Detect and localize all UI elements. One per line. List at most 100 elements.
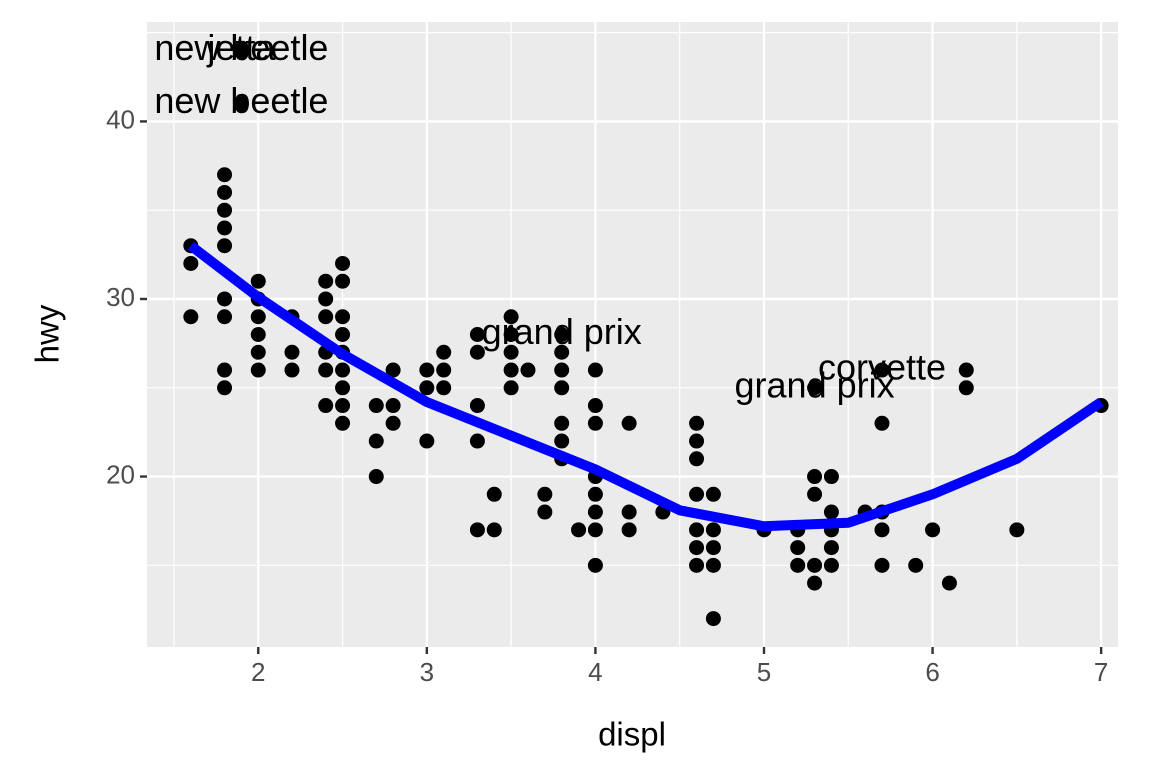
y-tick-label: 20 <box>106 459 135 489</box>
point <box>925 522 941 538</box>
point <box>689 557 705 573</box>
point <box>587 415 603 431</box>
point <box>318 309 334 325</box>
point <box>318 398 334 414</box>
point <box>503 309 519 325</box>
point <box>250 273 266 289</box>
point <box>689 486 705 502</box>
point <box>436 362 452 378</box>
point <box>874 522 890 538</box>
point <box>874 362 890 378</box>
point <box>335 398 351 414</box>
point <box>537 504 553 520</box>
y-tick-label: 30 <box>106 282 135 312</box>
x-tick-label: 7 <box>1094 657 1108 687</box>
point <box>217 167 233 183</box>
point <box>250 327 266 342</box>
point <box>621 522 637 538</box>
point <box>587 557 603 573</box>
point <box>689 522 705 538</box>
point <box>335 273 351 289</box>
point <box>705 611 721 627</box>
point <box>503 380 519 396</box>
point <box>436 344 452 360</box>
point <box>621 504 637 520</box>
point <box>183 255 199 271</box>
point <box>705 557 721 573</box>
point <box>689 415 705 431</box>
x-tick-label: 5 <box>757 657 771 687</box>
point <box>335 327 351 342</box>
point <box>250 344 266 360</box>
point <box>790 557 806 573</box>
point <box>554 344 570 360</box>
point <box>233 42 249 58</box>
point <box>571 522 587 538</box>
point <box>217 362 233 378</box>
point <box>520 362 536 378</box>
x-axis-title: displ <box>598 716 666 753</box>
point <box>823 504 839 520</box>
point <box>587 398 603 414</box>
point <box>217 184 233 200</box>
point <box>217 380 233 396</box>
point <box>368 398 384 414</box>
point <box>554 380 570 396</box>
point <box>217 291 233 307</box>
point <box>503 327 519 342</box>
point <box>958 380 974 396</box>
annotation: jetta <box>206 27 276 68</box>
point <box>823 469 839 485</box>
point <box>335 380 351 396</box>
point <box>486 486 502 502</box>
point <box>807 380 823 396</box>
point <box>368 433 384 449</box>
point <box>217 220 233 236</box>
point <box>503 344 519 360</box>
point <box>335 415 351 431</box>
point <box>807 557 823 573</box>
point <box>874 557 890 573</box>
x-tick-label: 6 <box>925 657 939 687</box>
point <box>469 344 485 360</box>
smooth-line <box>187 241 1104 532</box>
point <box>183 309 199 325</box>
point <box>318 362 334 378</box>
x-tick-label: 4 <box>588 657 602 687</box>
point <box>790 540 806 556</box>
point <box>318 273 334 289</box>
point <box>941 575 957 591</box>
point <box>705 540 721 556</box>
point <box>217 238 233 254</box>
point <box>823 557 839 573</box>
point <box>385 415 401 431</box>
point <box>554 327 570 342</box>
point <box>250 362 266 378</box>
point <box>335 255 351 271</box>
point <box>368 469 384 485</box>
point <box>335 362 351 378</box>
point <box>503 362 519 378</box>
point <box>823 540 839 556</box>
point <box>807 469 823 485</box>
point <box>469 327 485 342</box>
point <box>419 433 435 449</box>
annotation: new beetle <box>154 80 328 121</box>
x-tick-label: 2 <box>251 657 265 687</box>
point <box>537 486 553 502</box>
point <box>554 433 570 449</box>
point <box>705 522 721 538</box>
point <box>250 309 266 325</box>
point <box>621 415 637 431</box>
point <box>385 362 401 378</box>
point <box>284 344 300 360</box>
annotation: new beetle <box>154 27 328 68</box>
point <box>874 415 890 431</box>
point <box>469 398 485 414</box>
point <box>554 415 570 431</box>
point <box>419 380 435 396</box>
x-tick-label: 3 <box>420 657 434 687</box>
point <box>705 486 721 502</box>
